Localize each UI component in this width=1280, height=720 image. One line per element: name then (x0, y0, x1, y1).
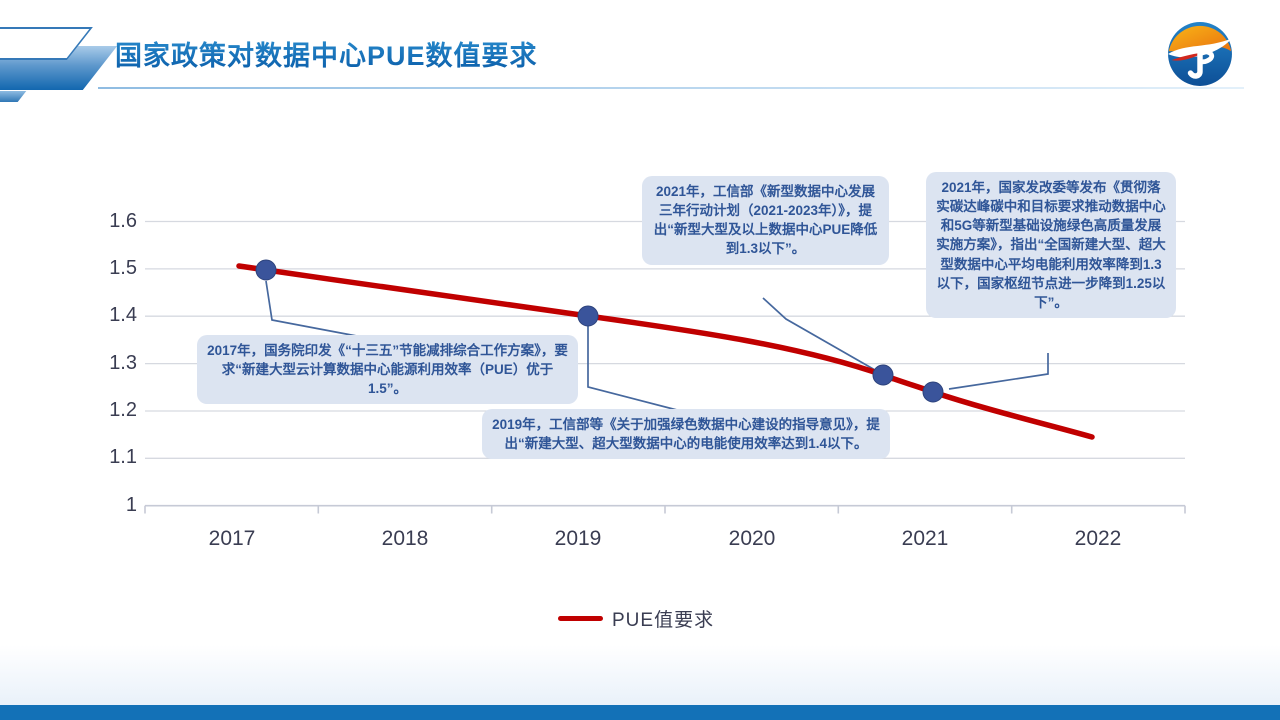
y-tick-label: 1.2 (109, 399, 137, 421)
callout-connectors (265, 280, 1049, 411)
annotation-2017-policy: 2017年，国务院印发《“十三五”节能减排综合工作方案》，要求“新建大型云计算数… (197, 335, 578, 405)
annotation-2019-policy: 2019年，工信部等《关于加强绿色数据中心建设的指导意见》，提出“新建大型、超大… (482, 409, 890, 460)
legend-line-swatch-icon (558, 616, 603, 621)
pue-series-line (236, 263, 1095, 440)
annotation-2021-miit-policy: 2021年，工信部《新型数据中心发展三年行动计划（2021-2023年）》，提出… (642, 176, 889, 265)
y-tick-label: 1.5 (109, 257, 137, 279)
title-underline (98, 87, 1244, 89)
slide-header: 国家政策对数据中心PUE数值要求 (0, 0, 1280, 102)
footer-bar (0, 705, 1280, 720)
x-tick-label: 2017 (208, 527, 256, 550)
y-tick-label: 1.3 (109, 352, 137, 374)
x-tick-label: 2021 (901, 527, 949, 550)
x-axis (144, 504, 1186, 514)
y-tick-label: 1.4 (109, 304, 137, 326)
x-tick-label: 2019 (554, 527, 602, 550)
data-point-markers (255, 259, 944, 403)
annotation-2021-ndrc-policy: 2021年，国家发改委等发布《贯彻落实碳达峰碳中和目标要求推动数据中心和5G等新… (926, 172, 1176, 319)
chart-legend: PUE值要求 (558, 605, 714, 632)
x-tick-label: 2018 (381, 527, 429, 550)
y-tick-label: 1.1 (109, 446, 137, 468)
jp-company-logo-icon (1168, 22, 1232, 86)
legend-label: PUE值要求 (612, 610, 715, 631)
page-title: 国家政策对数据中心PUE数值要求 (115, 34, 538, 73)
y-tick-label: 1.6 (109, 210, 137, 232)
x-tick-label: 2020 (728, 527, 776, 550)
x-tick-label: 2022 (1074, 527, 1122, 550)
y-tick-label: 1 (125, 494, 137, 516)
footer-gradient (0, 645, 1280, 705)
